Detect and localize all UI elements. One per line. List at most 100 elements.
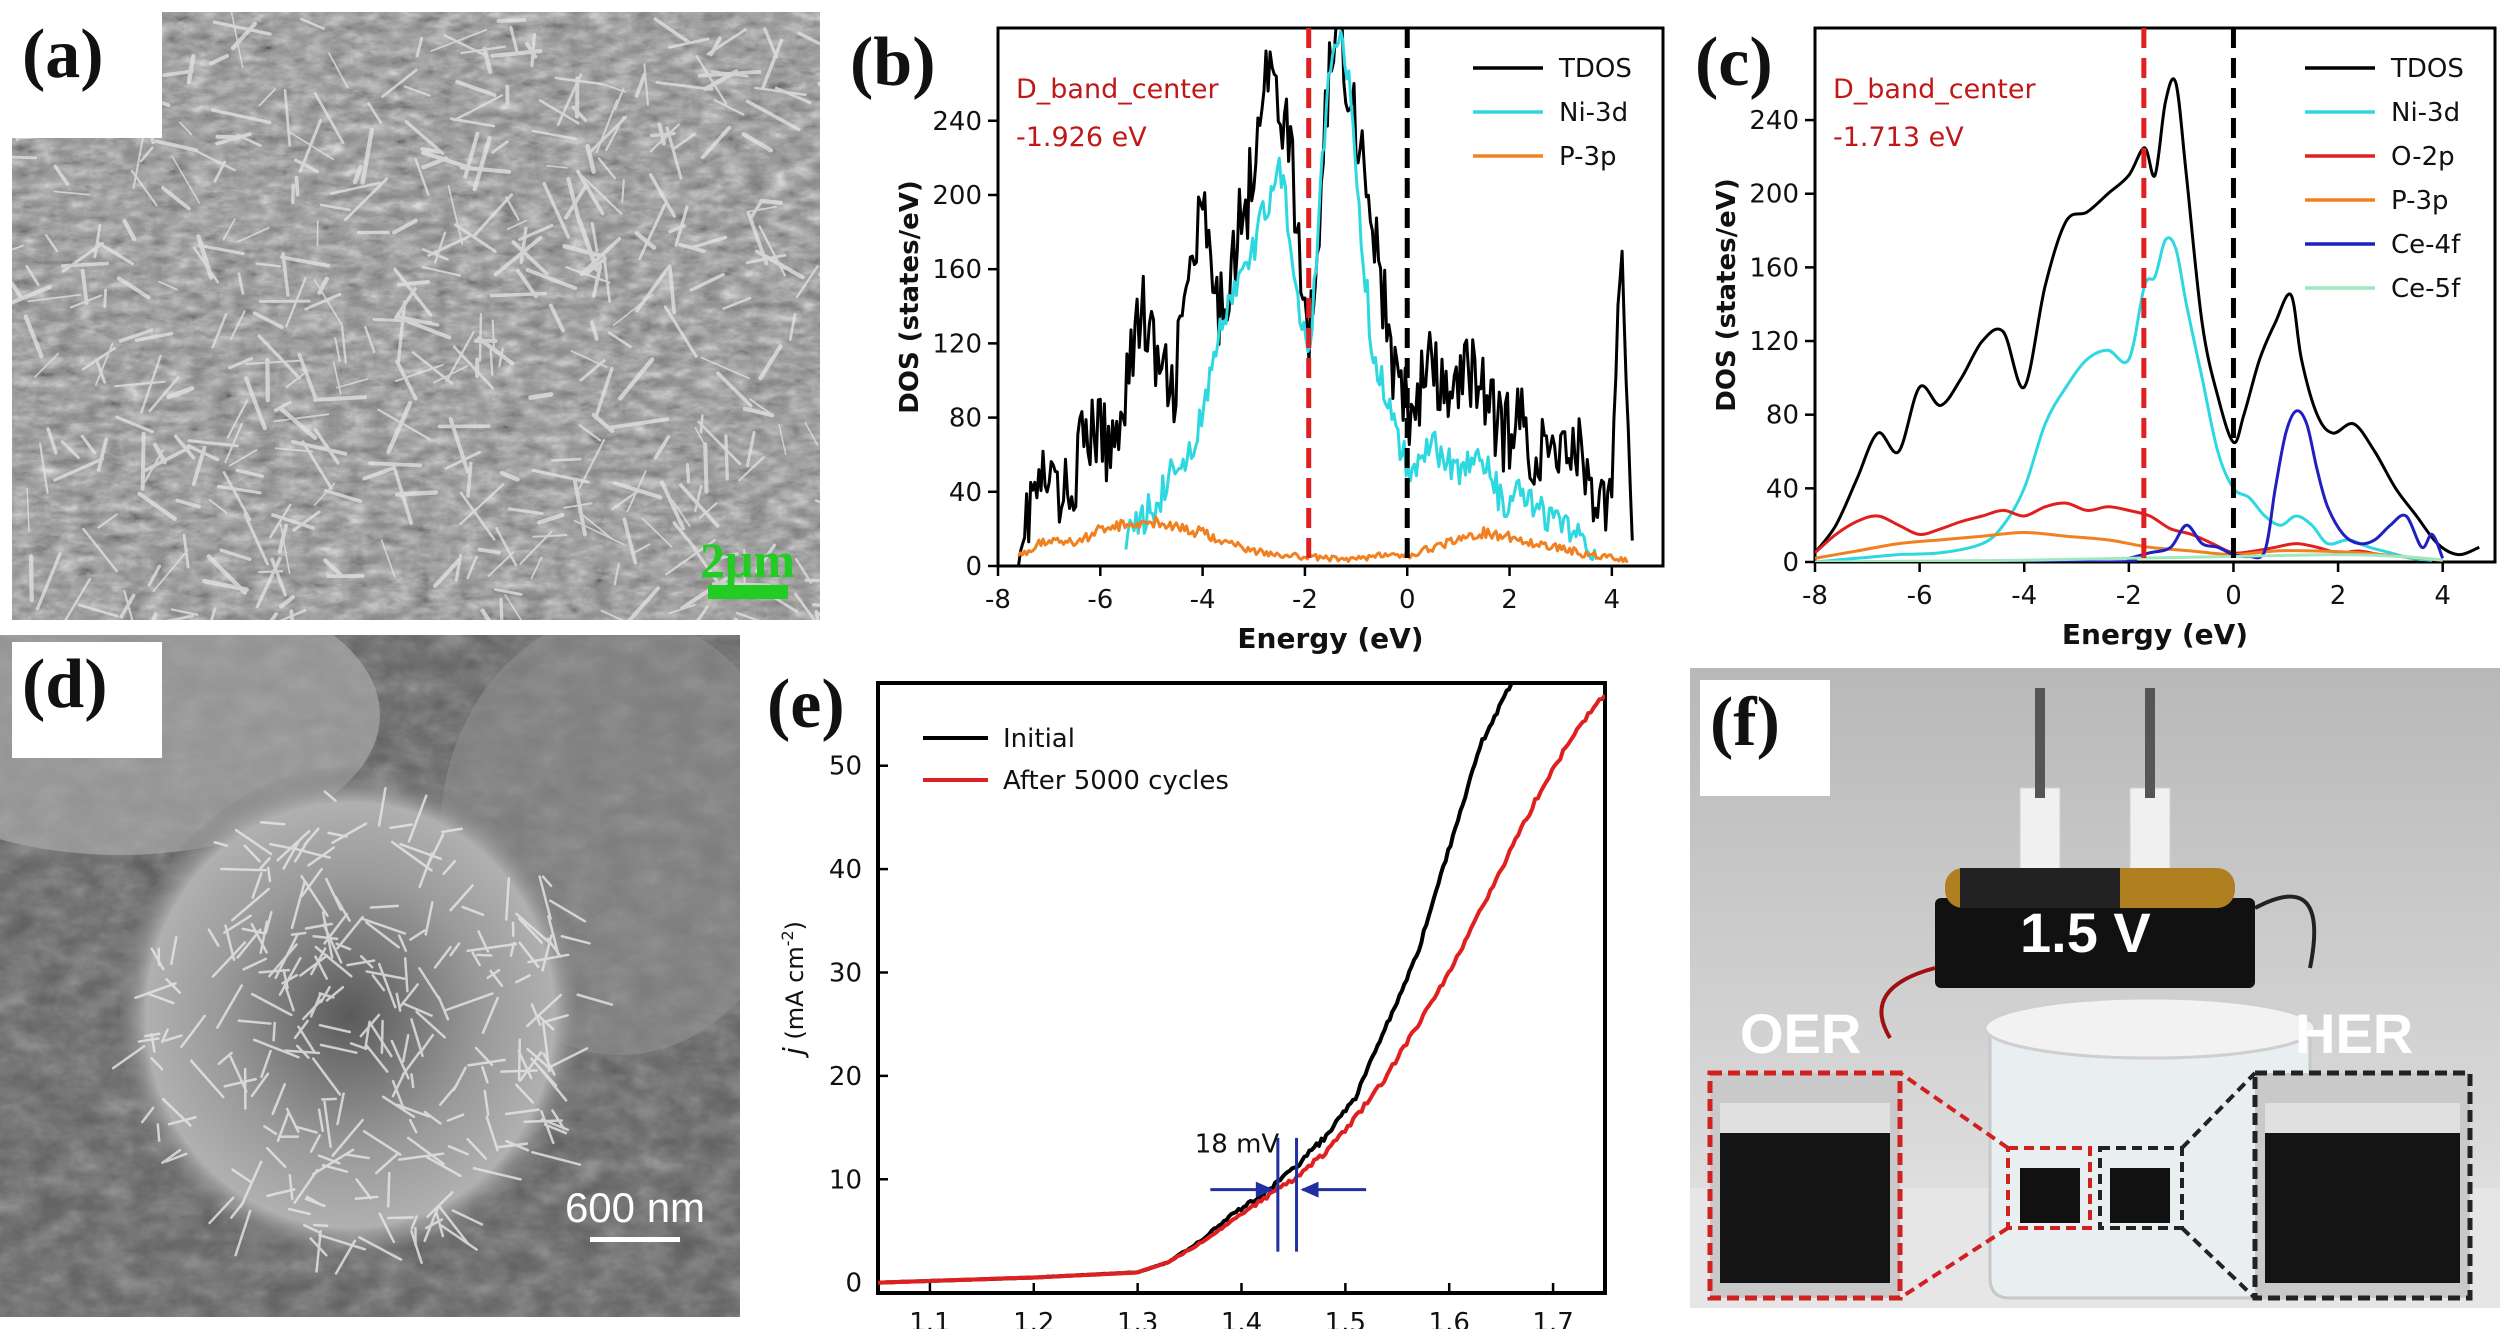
nanosheet-flake [551, 457, 582, 462]
flower-petal [538, 875, 552, 920]
nanosheet-flake [122, 218, 137, 242]
nanosheet-flake [367, 102, 383, 124]
flower-petal [541, 934, 553, 972]
nanosheet-flake [434, 231, 447, 264]
nanosheet-flake [722, 296, 752, 310]
flower-petal [315, 1230, 322, 1273]
nanosheet-flake [649, 123, 680, 153]
flower-petal [542, 1052, 556, 1076]
y-tick-label: 80 [949, 404, 982, 434]
nanosheet-flake [52, 457, 105, 482]
y-tick-label: 240 [932, 107, 982, 137]
flower-petal [237, 1019, 272, 1025]
nanosheet-flake [64, 577, 92, 620]
nanosheet-flake [793, 592, 816, 620]
nanosheet-flake [519, 530, 553, 565]
nanosheet-flake [530, 556, 543, 580]
plot-frame [1813, 26, 2497, 564]
nanosheet-flake [319, 203, 352, 212]
flower-petal [211, 941, 247, 978]
flower-petal [250, 923, 268, 954]
flower-petal [160, 1028, 169, 1044]
nanosheet-flake [452, 345, 494, 390]
nanosheet-flake [288, 131, 335, 161]
flower-petal [466, 1138, 488, 1160]
nanosheet-flake [531, 129, 577, 141]
nanosheet-flake [695, 54, 728, 105]
y-axis-label-j: j [777, 1047, 810, 1059]
nanosheet-flake [103, 288, 107, 309]
flower-petal [217, 1051, 233, 1066]
nanosheet-flake [499, 597, 504, 620]
nanosheet-flake [403, 85, 431, 97]
flower-petal [322, 923, 343, 964]
nanosheet-flake [618, 357, 655, 401]
flower-petal [260, 1049, 272, 1079]
nanosheet-flake [460, 45, 507, 54]
nanosheet-flake [667, 264, 677, 315]
nanosheet-flake [230, 21, 257, 50]
nanosheet-flake [763, 27, 779, 59]
flower-petal [500, 1069, 538, 1073]
flower-petal [424, 1218, 444, 1230]
nanosheet-flake [761, 38, 784, 89]
nanosheet-flake [530, 33, 536, 68]
nanosheet-flake [81, 346, 116, 371]
nanosheet-flake [679, 483, 720, 528]
nanosheet-flake [621, 179, 625, 203]
series-area [1017, 28, 1634, 566]
flower-petal [434, 1209, 445, 1238]
nanosheet-flake [480, 608, 492, 620]
nanosheet-flake [304, 292, 342, 311]
flower-petal [395, 992, 402, 1012]
x-tick-label: -6 [1907, 581, 1933, 611]
flower-petal [365, 970, 406, 980]
flower-petal [530, 1150, 582, 1166]
flower-petal [441, 827, 464, 834]
nanosheet-flake [148, 376, 180, 413]
nanosheet-flake [449, 117, 496, 128]
nanosheet-flake [44, 234, 59, 253]
nanosheet-flake [328, 52, 349, 89]
flower-petal [344, 1153, 370, 1160]
nanosheet-flake [301, 440, 333, 490]
nanosheet-flake [491, 140, 509, 154]
nanosheet-flake [590, 221, 599, 253]
nanosheet-flake [283, 88, 292, 147]
nanosheet-flake [499, 470, 520, 482]
nanosheet-flake [237, 272, 245, 295]
nanosheet-flake [631, 543, 651, 555]
nanosheet-flake [498, 347, 504, 368]
nanosheet-flake [134, 331, 174, 342]
nanosheet-flake [396, 315, 440, 327]
nanosheet-flake [279, 523, 291, 574]
nanosheet-flake [493, 235, 543, 277]
nanosheet-flake [77, 603, 119, 618]
flower-petal [300, 867, 323, 898]
photo-setup-f [1690, 668, 2500, 1308]
nanosheet-flake [352, 164, 363, 185]
nanosheet-flake [118, 328, 154, 343]
flower-petal [309, 1134, 321, 1153]
flower-petal [231, 1168, 252, 1183]
nanosheet-flake [332, 361, 342, 395]
flower-petal [265, 1146, 287, 1169]
x-tick-label: -4 [2011, 581, 2037, 611]
y-tick-label: 20 [829, 1062, 862, 1092]
nanosheet-flake [252, 311, 284, 330]
flower-petal [317, 1154, 341, 1165]
nanosheet-flake [579, 236, 622, 276]
nanosheet-flake [380, 539, 396, 578]
nanosheet-flake [329, 181, 382, 195]
nanosheet-flake [236, 133, 262, 147]
nanosheet-flake [672, 521, 699, 553]
flower-petal [282, 840, 300, 870]
nanosheet-flake [386, 400, 413, 455]
y-tick-label: 50 [829, 752, 862, 782]
flower-petal [259, 856, 271, 870]
nanosheet-flake [219, 548, 252, 561]
flower-petal [321, 1097, 338, 1101]
flower-petal [387, 1171, 391, 1208]
nanosheet-flake [12, 244, 24, 251]
